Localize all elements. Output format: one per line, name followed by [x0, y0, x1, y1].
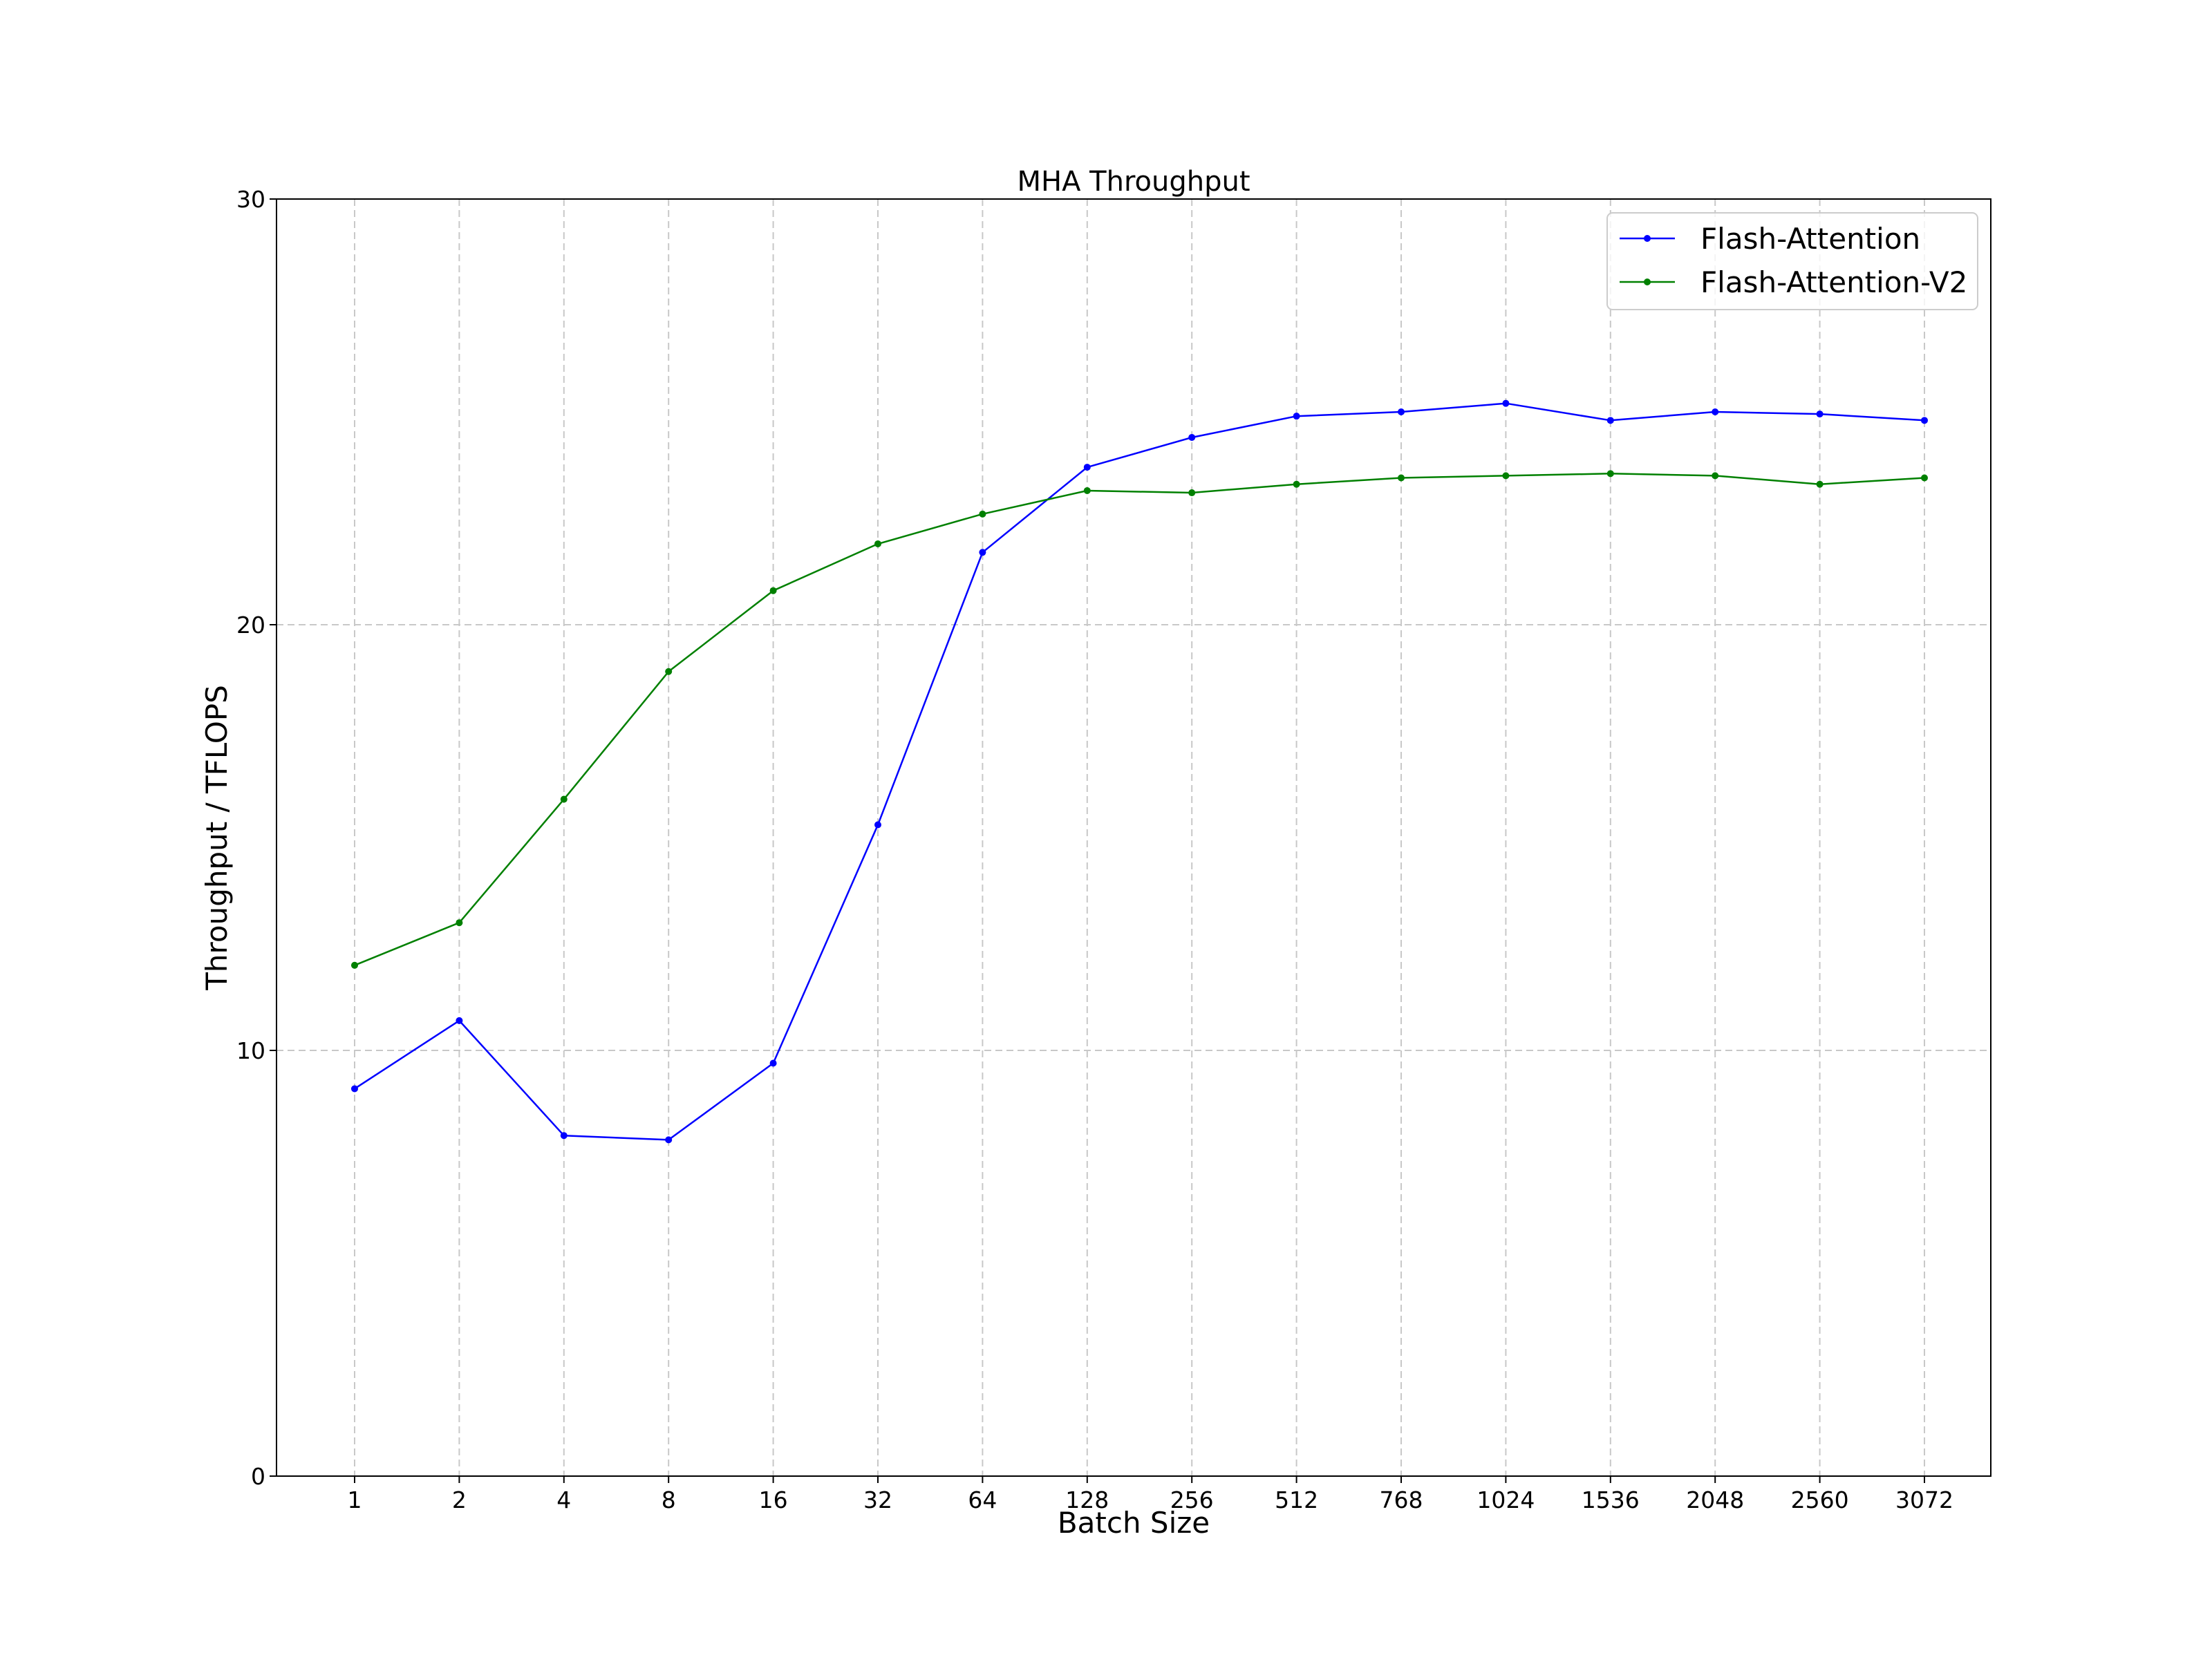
x-tick-label: 64 [968, 1486, 997, 1513]
x-tick-label: 256 [1170, 1486, 1214, 1513]
chart-title: MHA Throughput [1017, 166, 1250, 198]
x-tick-label: 512 [1275, 1486, 1318, 1513]
data-point-flash-attention-v2 [979, 510, 986, 518]
data-point-flash-attention [1606, 417, 1614, 424]
data-point-flash-attention [1921, 417, 1928, 424]
plot-area-frame [276, 198, 1991, 1477]
x-tick-label: 16 [759, 1486, 788, 1513]
data-point-flash-attention-v2 [1398, 474, 1405, 482]
x-tick-label: 1 [348, 1486, 362, 1513]
data-point-flash-attention [1712, 408, 1719, 415]
data-point-flash-attention [560, 1132, 568, 1140]
data-point-flash-attention [665, 1136, 673, 1144]
series-line-flash-attention-v2 [354, 473, 1925, 966]
x-tick-label: 2560 [1791, 1486, 1849, 1513]
legend: Flash-Attention Flash-Attention-V2 [1606, 212, 1978, 310]
data-point-flash-attention [351, 1085, 358, 1093]
x-axis-title: Batch Size [1058, 1506, 1210, 1540]
legend-marker-flash-attention [1644, 235, 1651, 242]
data-point-flash-attention-v2 [1921, 474, 1928, 482]
series-line-flash-attention [354, 402, 1925, 1141]
x-tick-label: 1536 [1582, 1486, 1640, 1513]
x-tick-label: 1024 [1477, 1486, 1535, 1513]
legend-marker-flash-attention-v2 [1644, 278, 1651, 285]
data-point-flash-attention [769, 1059, 777, 1067]
x-tick-label: 768 [1380, 1486, 1423, 1513]
y-tick-label: 30 [236, 186, 265, 213]
x-tick-label: 2048 [1686, 1486, 1744, 1513]
data-point-flash-attention [1398, 408, 1405, 415]
legend-label-flash-attention: Flash-Attention [1700, 222, 1920, 256]
data-point-flash-attention-v2 [1816, 480, 1824, 488]
data-point-flash-attention-v2 [456, 919, 463, 927]
x-tick-label: 32 [863, 1486, 892, 1513]
data-point-flash-attention-v2 [560, 795, 568, 803]
data-point-flash-attention-v2 [1083, 487, 1091, 494]
data-point-flash-attention-v2 [1188, 489, 1196, 497]
x-tick-label: 4 [556, 1486, 571, 1513]
data-point-flash-attention-v2 [769, 587, 777, 594]
data-point-flash-attention-v2 [1293, 480, 1300, 488]
data-point-flash-attention [979, 549, 986, 556]
x-tick-label: 3072 [1895, 1486, 1953, 1513]
data-point-flash-attention [1502, 399, 1510, 407]
y-axis-title: Throughput / TFLOPS [200, 685, 234, 991]
data-point-flash-attention-v2 [351, 961, 358, 969]
data-point-flash-attention [1293, 413, 1300, 420]
data-point-flash-attention-v2 [1712, 472, 1719, 480]
data-point-flash-attention-v2 [874, 540, 881, 547]
data-point-flash-attention-v2 [665, 668, 673, 675]
data-point-flash-attention-v2 [1502, 472, 1510, 480]
y-tick-label: 0 [251, 1463, 265, 1490]
x-tick-label: 128 [1065, 1486, 1109, 1513]
data-point-flash-attention [874, 821, 881, 829]
y-tick-label: 20 [236, 612, 265, 639]
tick-layer: 1 2 4 8 16 32 64 128 256 512 768 1024 1536 2048 2560 30… [236, 186, 1953, 1513]
x-tick-label: 2 [452, 1486, 467, 1513]
series-layer [351, 399, 1928, 1144]
y-tick-label: 10 [236, 1037, 265, 1064]
data-point-flash-attention [1188, 433, 1196, 441]
data-point-flash-attention [456, 1017, 463, 1024]
data-point-flash-attention-v2 [1606, 470, 1614, 478]
data-point-flash-attention [1083, 464, 1091, 471]
data-point-flash-attention [1816, 410, 1824, 418]
legend-label-flash-attention-v2: Flash-Attention-V2 [1700, 265, 1967, 299]
x-tick-label: 8 [662, 1486, 676, 1513]
legend-box [1606, 212, 1978, 310]
